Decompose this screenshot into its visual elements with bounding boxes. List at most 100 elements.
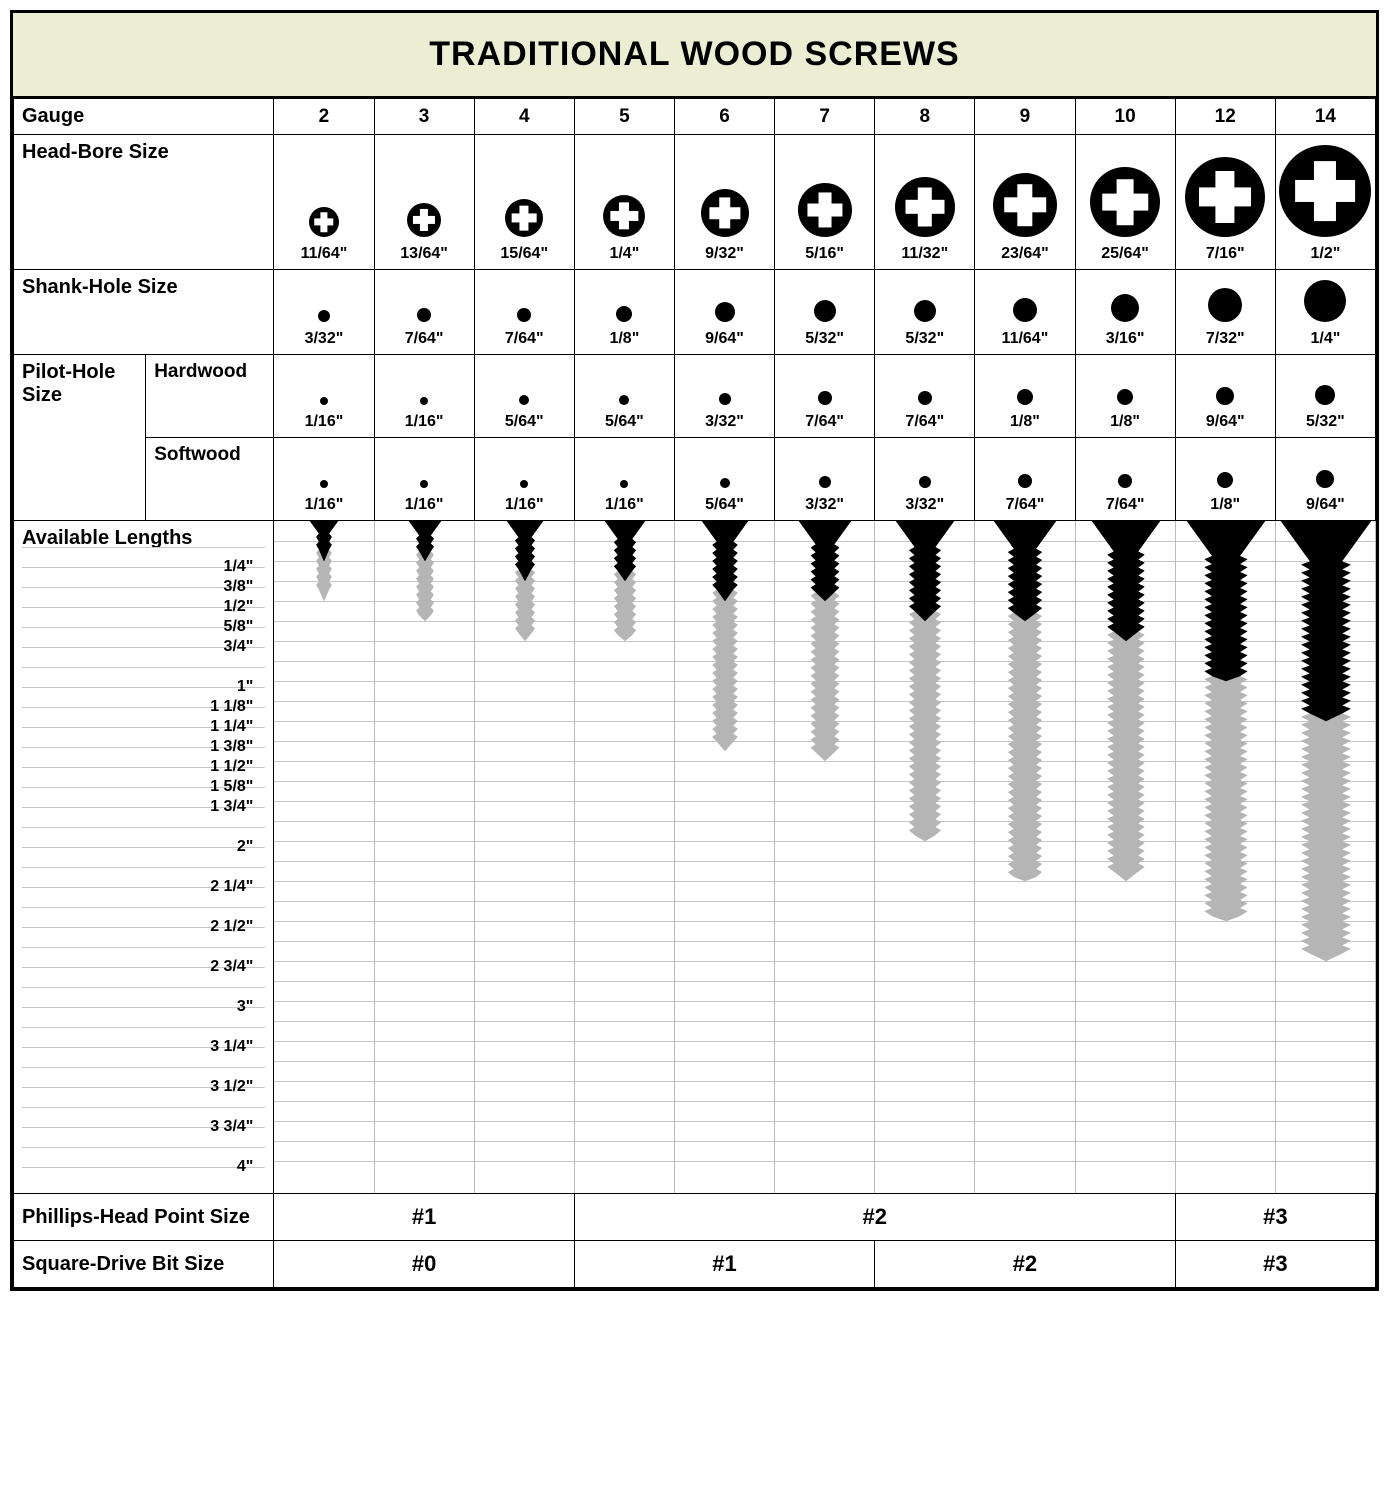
- phillips-head-icon: [1279, 145, 1371, 237]
- headbore-size: 11/64": [301, 245, 348, 263]
- screw-cell-14: [1275, 521, 1375, 1194]
- shankhole-size: 11/64": [1002, 330, 1049, 348]
- pilot-dot-icon: [1315, 385, 1335, 405]
- shankhole-size: 1/8": [609, 330, 639, 348]
- pilot-hardwood-size: 9/64": [1206, 413, 1245, 431]
- length-tick: 3": [237, 998, 253, 1016]
- phillips-head-icon: [993, 173, 1057, 237]
- headbore-cell-8: 11/32": [875, 135, 975, 270]
- pilot-dot-icon: [1018, 474, 1032, 488]
- length-tick: 1/4": [224, 558, 254, 576]
- gauge-7: 7: [775, 99, 875, 135]
- pilot-softwood-cell-5: 1/16": [574, 438, 674, 521]
- length-tick: 1 3/4": [210, 798, 253, 816]
- screw-icon: [675, 521, 775, 1181]
- headbore-label: Head-Bore Size: [14, 135, 274, 270]
- pilothole-label: Pilot-Hole Size: [14, 355, 146, 521]
- pilot-softwood-cell-3: 1/16": [374, 438, 474, 521]
- pilot-dot-icon: [1316, 470, 1334, 488]
- pilot-hardwood-cell-9: 1/8": [975, 355, 1075, 438]
- length-tick: 2 3/4": [210, 958, 253, 976]
- length-tick: 3 1/2": [210, 1078, 253, 1096]
- gauge-10: 10: [1075, 99, 1175, 135]
- length-tick: 3/8": [224, 578, 254, 596]
- shankhole-cell-3: 7/64": [374, 270, 474, 355]
- square-row: Square-Drive Bit Size #0#1#2#3: [14, 1241, 1376, 1288]
- square-size: #0: [274, 1241, 574, 1288]
- shank-dot-icon: [1208, 288, 1242, 322]
- screw-cell-3: [374, 521, 474, 1194]
- length-labels: 1/4"3/8"1/2"5/8"3/4"1"1 1/8"1 1/4"1 3/8"…: [22, 527, 265, 1187]
- gauge-14: 14: [1275, 99, 1375, 135]
- screw-icon: [575, 521, 675, 1181]
- length-tick: 2 1/4": [210, 878, 253, 896]
- pilot-softwood-size: 1/16": [505, 496, 544, 514]
- headbore-cell-2: 11/64": [274, 135, 374, 270]
- screw-icon: [975, 521, 1075, 1181]
- length-tick: 1 5/8": [210, 778, 253, 796]
- length-tick: 3 3/4": [210, 1118, 253, 1136]
- phillips-row: Phillips-Head Point Size #1#2#3: [14, 1194, 1376, 1241]
- headbore-row: Head-Bore Size 11/64" 13/64" 15/64" 1/4"…: [14, 135, 1376, 270]
- pilot-hardwood-size: 7/64": [905, 413, 944, 431]
- phillips-label: Phillips-Head Point Size: [14, 1194, 274, 1241]
- headbore-cell-12: 7/16": [1175, 135, 1275, 270]
- length-tick: 1 1/8": [210, 698, 253, 716]
- shankhole-size: 7/64": [505, 330, 544, 348]
- pilot-hardwood-cell-8: 7/64": [875, 355, 975, 438]
- gauge-label: Gauge: [14, 99, 274, 135]
- headbore-cell-7: 5/16": [775, 135, 875, 270]
- phillips-head-icon: [309, 207, 339, 237]
- pilot-dot-icon: [420, 397, 428, 405]
- shankhole-cell-5: 1/8": [574, 270, 674, 355]
- screw-cell-8: [875, 521, 975, 1194]
- phillips-head-icon: [798, 183, 852, 237]
- shank-dot-icon: [814, 300, 836, 322]
- pilot-hardwood-size: 5/64": [505, 413, 544, 431]
- shankhole-cell-9: 11/64": [975, 270, 1075, 355]
- softwood-label: Softwood: [146, 438, 274, 521]
- pilot-hardwood-size: 1/16": [305, 413, 344, 431]
- pilot-hardwood-size: 1/16": [405, 413, 444, 431]
- pilot-dot-icon: [519, 395, 529, 405]
- pilot-hardwood-cell-4: 5/64": [474, 355, 574, 438]
- shankhole-size: 7/64": [405, 330, 444, 348]
- pilot-dot-icon: [1017, 389, 1033, 405]
- shankhole-cell-2: 3/32": [274, 270, 374, 355]
- shankhole-cell-4: 7/64": [474, 270, 574, 355]
- shankhole-size: 3/16": [1106, 330, 1145, 348]
- headbore-cell-4: 15/64": [474, 135, 574, 270]
- hardwood-label: Hardwood: [146, 355, 274, 438]
- pilot-softwood-cell-6: 5/64": [674, 438, 774, 521]
- phillips-head-icon: [701, 189, 749, 237]
- pilot-softwood-size: 9/64": [1306, 496, 1345, 514]
- gauge-9: 9: [975, 99, 1075, 135]
- pilot-softwood-size: 1/16": [305, 496, 344, 514]
- shankhole-cell-10: 3/16": [1075, 270, 1175, 355]
- screw-icon: [475, 521, 575, 1181]
- chart-table: Gauge 23456789101214 Head-Bore Size 11/6…: [13, 98, 1376, 1288]
- screw-cell-2: [274, 521, 374, 1194]
- pilot-dot-icon: [818, 391, 832, 405]
- pilot-dot-icon: [819, 476, 831, 488]
- headbore-size: 15/64": [500, 245, 548, 263]
- shankhole-row: Shank-Hole Size 3/32" 7/64" 7/64" 1/8" 9…: [14, 270, 1376, 355]
- pilot-hardwood-size: 5/64": [605, 413, 644, 431]
- pilot-hardwood-cell-6: 3/32": [674, 355, 774, 438]
- phillips-size: #2: [574, 1194, 1175, 1241]
- gauge-2: 2: [274, 99, 374, 135]
- pilot-hardwood-cell-10: 1/8": [1075, 355, 1175, 438]
- length-tick: 3/4": [224, 638, 254, 656]
- shankhole-size: 7/32": [1206, 330, 1245, 348]
- screw-cell-12: [1175, 521, 1275, 1194]
- gauge-6: 6: [674, 99, 774, 135]
- shankhole-cell-8: 5/32": [875, 270, 975, 355]
- pilot-dot-icon: [520, 480, 528, 488]
- headbore-cell-10: 25/64": [1075, 135, 1175, 270]
- screw-icon: [375, 521, 475, 1181]
- pilot-softwood-cell-4: 1/16": [474, 438, 574, 521]
- headbore-cell-6: 9/32": [674, 135, 774, 270]
- phillips-head-icon: [505, 199, 543, 237]
- chart-title: TRADITIONAL WOOD SCREWS: [13, 13, 1376, 98]
- headbore-size: 23/64": [1001, 245, 1049, 263]
